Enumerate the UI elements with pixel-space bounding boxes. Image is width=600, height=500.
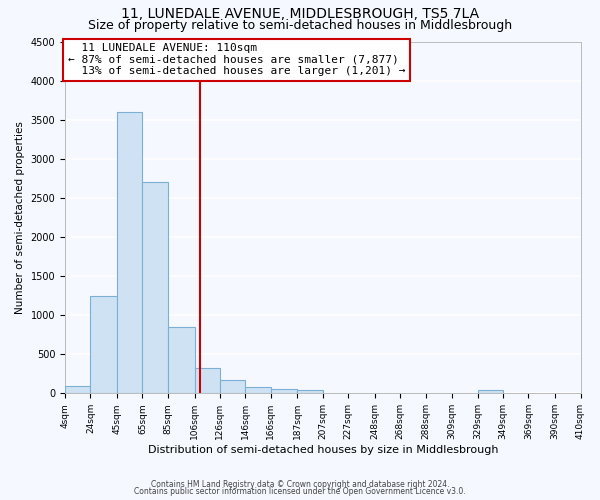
Bar	[220, 380, 245, 394]
Bar	[245, 387, 271, 394]
Bar	[65, 386, 91, 394]
Bar	[478, 390, 503, 394]
Text: 11 LUNEDALE AVENUE: 110sqm
← 87% of semi-detached houses are smaller (7,877)
  1: 11 LUNEDALE AVENUE: 110sqm ← 87% of semi…	[68, 44, 405, 76]
Text: Contains HM Land Registry data © Crown copyright and database right 2024.: Contains HM Land Registry data © Crown c…	[151, 480, 449, 489]
Text: 11, LUNEDALE AVENUE, MIDDLESBROUGH, TS5 7LA: 11, LUNEDALE AVENUE, MIDDLESBROUGH, TS5 …	[121, 8, 479, 22]
Bar	[298, 390, 323, 394]
Bar	[168, 327, 194, 394]
X-axis label: Distribution of semi-detached houses by size in Middlesbrough: Distribution of semi-detached houses by …	[148, 445, 498, 455]
Bar	[91, 296, 117, 394]
Bar	[194, 368, 220, 394]
Text: Contains public sector information licensed under the Open Government Licence v3: Contains public sector information licen…	[134, 487, 466, 496]
Bar	[117, 112, 142, 394]
Y-axis label: Number of semi-detached properties: Number of semi-detached properties	[15, 121, 25, 314]
Bar	[271, 389, 298, 394]
Text: Size of property relative to semi-detached houses in Middlesbrough: Size of property relative to semi-detach…	[88, 19, 512, 32]
Bar	[142, 182, 168, 394]
